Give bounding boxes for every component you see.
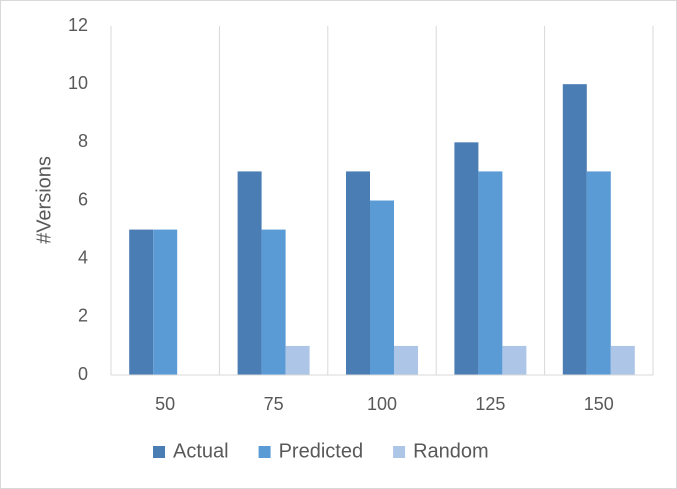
bar [562,84,587,376]
bar [153,229,178,375]
bar [237,171,262,375]
bar [478,171,503,375]
x-tick-label: 75 [264,394,284,414]
bar [285,345,310,375]
y-axis-label: #Versions [33,156,55,244]
bar [370,200,394,375]
bar [502,345,527,375]
x-tick-label: 50 [155,394,175,414]
y-tick-label: 10 [68,73,88,93]
bar [610,345,635,375]
y-tick-label: 8 [78,131,88,151]
legend-label: Actual [173,440,229,462]
y-tick-label: 2 [78,306,88,326]
legend-swatch [258,446,271,458]
bar [394,345,418,375]
bar [454,142,479,375]
bar [129,229,154,375]
legend-swatch [153,446,165,458]
y-tick-label: 6 [78,189,88,209]
x-tick-label: 100 [367,394,397,414]
x-tick-label: 125 [475,394,505,414]
x-tick-label: 150 [584,394,614,414]
legend-label: Predicted [279,440,364,462]
bar [586,171,611,375]
legend-swatch [393,446,406,458]
bar [261,229,286,375]
y-tick-label: 4 [78,247,88,267]
y-tick-label: 0 [78,364,88,384]
bar [346,171,370,375]
y-tick-label: 12 [68,15,88,35]
legend-label: Random [413,440,489,462]
